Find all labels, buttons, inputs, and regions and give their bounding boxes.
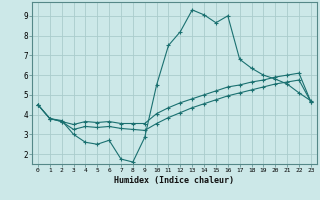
X-axis label: Humidex (Indice chaleur): Humidex (Indice chaleur) [115,176,234,185]
